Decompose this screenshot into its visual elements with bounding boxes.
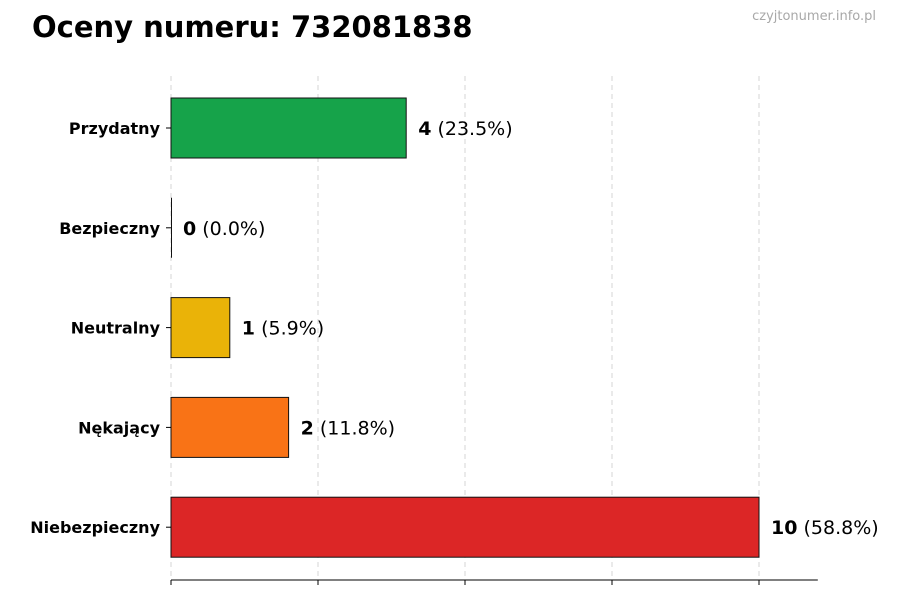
- value-label: 0 (0.0%): [183, 218, 265, 240]
- value-label: 2 (11.8%): [301, 417, 395, 439]
- bar-2: [170, 297, 231, 359]
- value-label: 4 (23.5%): [418, 118, 512, 140]
- category-label: Nękający: [78, 418, 160, 437]
- value-count: 0: [183, 218, 196, 240]
- x-axis: [166, 127, 818, 585]
- value-percent: (23.5%): [431, 118, 512, 140]
- value-percent: (0.0%): [196, 218, 265, 240]
- value-percent: (5.9%): [255, 318, 324, 340]
- category-label: Bezpieczny: [59, 219, 160, 238]
- bar-0: [170, 97, 407, 159]
- value-label: 1 (5.9%): [242, 318, 324, 340]
- watermark-text: czyjtonumer.info.pl: [752, 9, 876, 24]
- category-label: Przydatny: [69, 119, 161, 138]
- value-count: 4: [418, 118, 431, 140]
- bars: [170, 97, 760, 558]
- value-count: 10: [771, 517, 797, 539]
- value-percent: (58.8%): [797, 517, 878, 539]
- value-percent: (11.8%): [314, 417, 395, 439]
- labels: Przydatny 4 (23.5%) Bezpieczny 0 (0.0%) Neut…: [30, 118, 878, 539]
- bar-4: [170, 496, 760, 558]
- value-count: 2: [301, 417, 314, 439]
- category-label: Neutralny: [71, 319, 161, 338]
- bar-3: [170, 396, 290, 458]
- value-label: 10 (58.8%): [771, 517, 879, 539]
- chart-title: Oceny numeru: 732081838: [32, 10, 473, 44]
- value-count: 1: [242, 318, 255, 340]
- category-label: Niebezpieczny: [30, 518, 160, 537]
